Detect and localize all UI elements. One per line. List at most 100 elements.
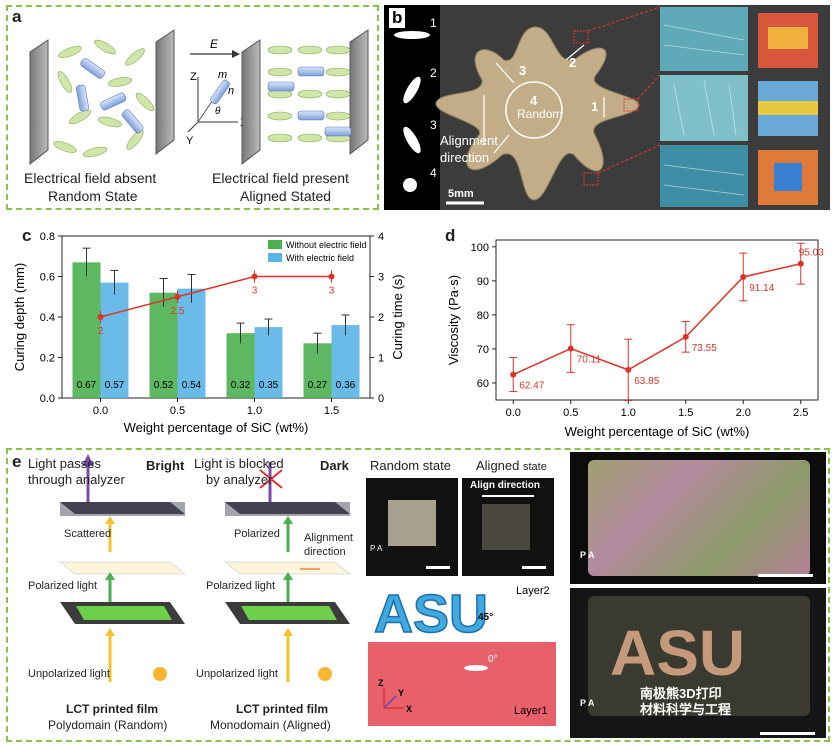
axis-x-e: X	[406, 704, 412, 714]
random-sample	[388, 500, 436, 546]
film-1-title: LCT printed film	[66, 702, 158, 716]
data-label-1: 70.11	[577, 355, 602, 366]
polarized-label: Polarized	[234, 528, 280, 540]
x-tick-label-5: 2.5	[793, 407, 808, 419]
scale-bar-label: 5mm	[448, 188, 474, 200]
chart-curing-depth: 0.0 0.2 0.4 0.6 0.8 0 1 2 3 4 0.0 0.67 0.57 0.5 0.52 0.…	[12, 231, 405, 435]
data-label-4: 91.14	[749, 283, 774, 294]
bar-1-3	[331, 325, 360, 398]
align-arrow	[482, 495, 534, 497]
line-point-0	[97, 314, 104, 320]
legend-swatch-0	[268, 240, 282, 249]
shape-num-2: 2	[430, 66, 437, 80]
caption-random-state: Random State	[48, 188, 138, 204]
legend-swatch-1	[268, 253, 282, 262]
data-point-5	[797, 260, 804, 267]
axis-z-e: Z	[378, 678, 384, 688]
region-1: 1	[591, 99, 598, 114]
x-axis-label: Weight percentage of SiC (wt%)	[124, 420, 309, 435]
panel-e-frame	[6, 448, 830, 742]
bar-label-1-1: 0.54	[182, 380, 202, 391]
a-label-3: A	[588, 698, 595, 708]
alignment-dir-label-1: Alignment	[304, 532, 353, 544]
layer2-label: Layer2	[516, 585, 550, 597]
line-label-2: 3	[252, 286, 258, 297]
unpolarized-right: Unpolarized light	[196, 668, 278, 680]
line-point-1	[174, 293, 181, 300]
y-tick-label-3: 0.6	[40, 272, 55, 284]
film-1-sub: Polydomain (Random)	[48, 718, 168, 732]
by-analyzer-text: by analyzer	[206, 472, 273, 487]
x-tick-label-4: 2.0	[736, 407, 751, 419]
bar-label-1-3: 0.36	[336, 380, 356, 391]
bar-0-0	[72, 262, 101, 398]
y-axis-label: Curing depth (mm)	[12, 263, 27, 371]
panel-e-illustration	[58, 454, 352, 682]
field-symbol: E	[210, 37, 219, 51]
p-label-3: P	[580, 698, 586, 708]
line-label-1: 2.5	[171, 306, 185, 317]
micrograph-2	[660, 75, 748, 141]
bar-label-0-0: 0.67	[77, 380, 97, 391]
dark-label: Dark	[320, 458, 349, 473]
region-4: 4	[530, 93, 538, 108]
layer1-label: Layer1	[514, 705, 548, 717]
asu-letters: ASU	[374, 584, 488, 644]
axis-z-label: Z	[190, 71, 197, 83]
yr-tick-label-4: 4	[378, 231, 384, 243]
light-blocked-text: Light is blocked	[194, 456, 284, 471]
alignment-dir-label-2: direction	[304, 546, 346, 558]
y-tick-label-1: 70	[477, 344, 489, 356]
scalebar-2	[522, 566, 546, 569]
y-tick-label-1: 0.2	[40, 353, 55, 365]
y-tick-label-0: 0.0	[40, 393, 55, 405]
bar-0-2	[226, 333, 255, 398]
photo-aligned: Align direction	[462, 478, 554, 576]
bar-label-0-3: 0.27	[308, 380, 328, 391]
bar-1-0	[100, 282, 129, 398]
deg45-label: 45°	[478, 612, 493, 623]
line-point-3	[328, 273, 335, 280]
x-tick-label-3: 1.5	[324, 405, 339, 417]
legend-label-0: Without electric field	[286, 240, 367, 250]
bar-label-0-2: 0.32	[231, 380, 251, 391]
photo-random-pa: P A	[370, 544, 382, 553]
vector-n-label: n	[228, 85, 234, 97]
molecule-orientations	[394, 31, 430, 192]
direction-label: direction	[440, 150, 489, 165]
star-sample	[435, 26, 640, 201]
watermark-line-1: 南极熊3D打印	[640, 686, 722, 701]
light-passes-text: Light passes	[28, 456, 101, 471]
scalebar-4	[760, 732, 815, 735]
data-point-3	[682, 333, 689, 340]
region-3: 3	[519, 63, 526, 78]
panel-c-label: c	[22, 226, 32, 245]
panel-d-label: d	[445, 226, 456, 245]
film-2-sub: Monodomain (Aligned)	[210, 718, 331, 732]
caption-field-absent: Electrical field absent	[24, 170, 157, 186]
y-tick-label-4: 0.8	[40, 231, 55, 243]
alignment-label: Alignment	[440, 133, 498, 148]
photo-pa45: P A	[570, 452, 826, 584]
theta-label: θ	[215, 106, 221, 117]
pa45-sample	[588, 460, 810, 576]
random-molecules	[53, 39, 155, 158]
panel-b-label: b	[389, 8, 406, 28]
polarized-light-right: Polarized light	[206, 580, 276, 592]
x-tick-label-0: 0.0	[93, 405, 108, 417]
aligned-word: Aligned	[476, 458, 520, 473]
axis-y-e: Y	[398, 688, 404, 698]
data-label-0: 62.47	[519, 381, 544, 392]
x-tick-label-2: 1.0	[247, 405, 262, 417]
panel-b-dark-strip	[384, 5, 440, 210]
a-label-1: A	[376, 544, 383, 553]
y-tick-label-2: 80	[477, 310, 489, 322]
random-state-label: Random state	[370, 458, 451, 473]
panel-b-illustration: 1 2 3 4 2 1 3 4 Random Alignment directi…	[394, 6, 818, 207]
asu-print-pa: P A	[580, 698, 595, 708]
pa45-label: P A	[580, 550, 595, 560]
viscosity-line	[512, 262, 801, 376]
y-axis-label-right: Curing time (s)	[390, 274, 405, 359]
shape-num-1: 1	[430, 16, 437, 30]
watermark: 南极熊3D打印 材料科学与工程	[640, 686, 731, 718]
